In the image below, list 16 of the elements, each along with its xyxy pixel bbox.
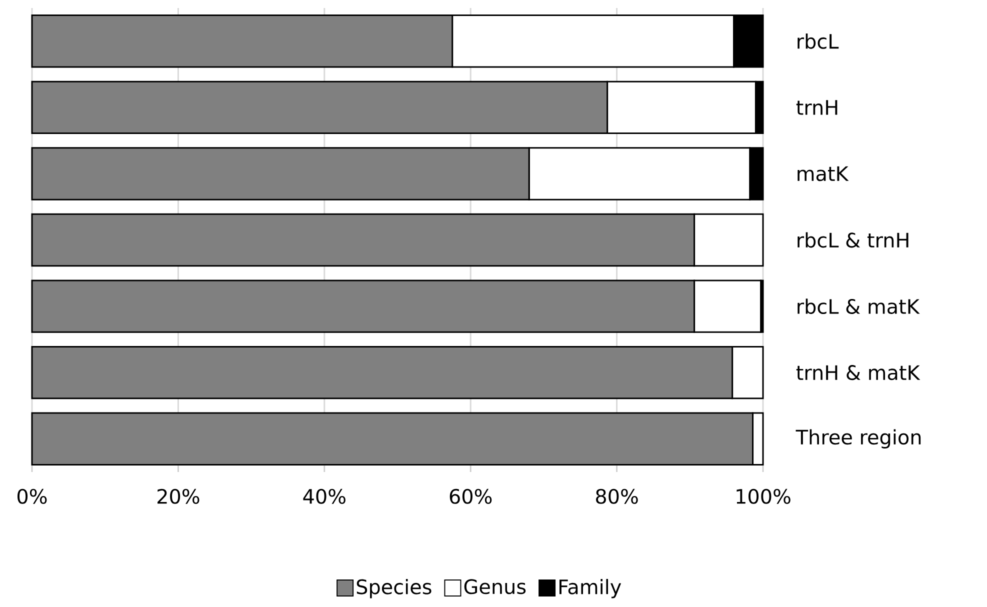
legend-label: Family (559, 578, 622, 598)
y-tick-label: rbcL (798, 33, 839, 49)
x-tick-label: 60% (450, 488, 492, 504)
y-tick-label: matK (798, 166, 849, 182)
legend-label: Genus (464, 579, 526, 594)
y-tick-label: rbcL & matK (798, 298, 920, 314)
legend-label: Species (356, 578, 432, 598)
y-tick-label: trnH (796, 100, 838, 115)
x-tick-label: 80% (596, 488, 638, 504)
x-tick-label: 20% (158, 488, 200, 504)
x-tick-label: 100% (736, 488, 790, 504)
y-tick-label: trnH & matK (796, 365, 920, 380)
y-tick-label: Three region (796, 429, 921, 448)
y-tick-label: rbcL & trnH (798, 232, 908, 248)
x-tick-label: 0% (18, 488, 47, 504)
x-tick-label: 40% (303, 488, 346, 504)
